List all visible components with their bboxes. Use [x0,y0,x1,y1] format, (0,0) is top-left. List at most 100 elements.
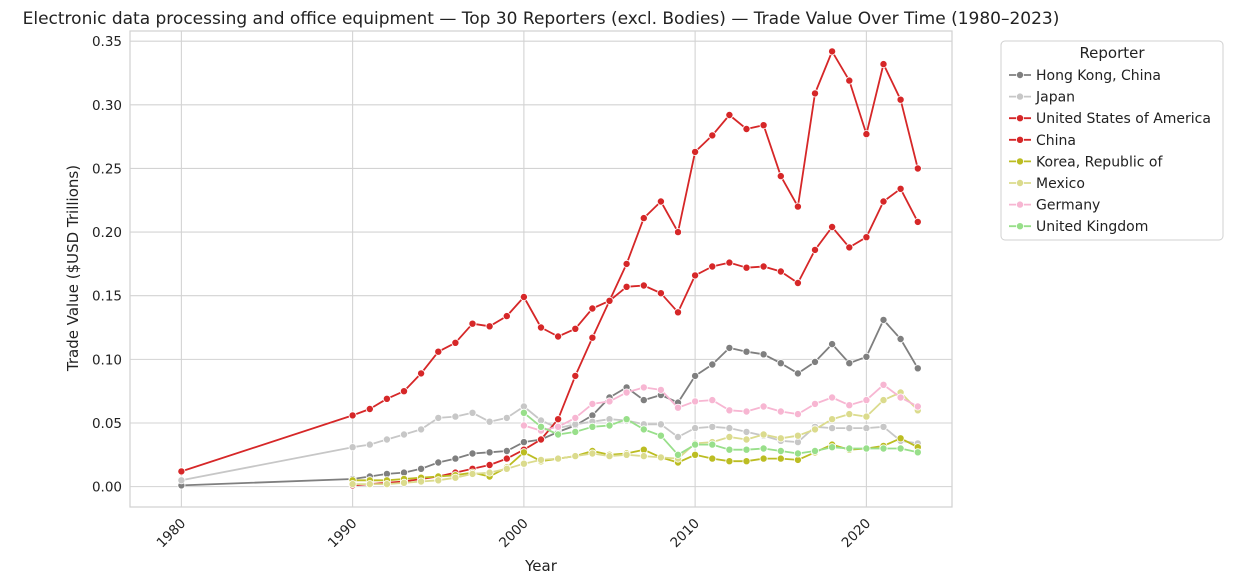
data-point [708,422,717,431]
data-point [811,245,820,254]
data-point [828,222,837,231]
data-point [879,60,888,69]
data-point [828,415,837,424]
data-point [656,431,665,440]
data-point [691,450,700,459]
data-point [828,47,837,56]
data-point [776,359,785,368]
data-point [554,454,563,463]
data-point [725,432,734,441]
data-point [571,371,580,380]
data-point [502,454,511,463]
y-tick-label: 0.30 [92,98,122,114]
data-point [742,407,751,416]
data-point [913,364,922,373]
data-point [519,438,528,447]
series-6 [519,380,922,435]
data-point [554,415,563,424]
legend-swatch-marker [1016,157,1025,166]
data-point [674,432,683,441]
data-point [879,444,888,453]
data-point [759,350,768,359]
data-point [759,454,768,463]
data-point [862,412,871,421]
data-point [537,435,546,444]
legend-swatch-marker [1016,135,1025,144]
data-point [828,340,837,349]
legend-item: United States of America [1009,111,1211,127]
legend: Reporter Hong Kong, China Japan United Sta… [1000,40,1224,241]
data-point [468,449,477,458]
data-point [656,385,665,394]
x-axis-label: Year [524,557,558,575]
data-point [879,380,888,389]
data-point [896,434,905,443]
legend-label: Germany [1036,198,1100,214]
series-7 [519,408,922,459]
data-point [674,403,683,412]
data-point [793,202,802,211]
legend-swatch-marker [1016,222,1025,231]
data-point [862,233,871,242]
data-point [588,422,597,431]
data-point [793,449,802,458]
data-point [913,448,922,457]
data-point [708,396,717,405]
y-tick-label: 0.25 [92,161,122,177]
data-point [622,259,631,268]
data-point [793,431,802,440]
legend-item: Germany [1009,198,1100,214]
legend-item: Hong Kong, China [1009,68,1161,84]
data-point [348,480,357,489]
data-point [571,324,580,333]
series-line [352,391,919,486]
chart-title: Electronic data processing and office eq… [23,9,1060,29]
data-point [451,454,460,463]
data-point [571,452,580,461]
data-point [793,410,802,419]
data-point [485,468,494,477]
data-point [725,457,734,466]
data-point [879,197,888,206]
data-point [708,360,717,369]
data-point [811,446,820,455]
legend-label: Hong Kong, China [1036,68,1161,84]
legend-item: Korea, Republic of [1009,154,1163,170]
data-point [708,262,717,271]
legend-box [1000,40,1224,241]
data-point [776,172,785,181]
data-point [742,427,751,436]
data-point [776,407,785,416]
y-tick-label: 0.20 [92,225,122,241]
legend-title: Reporter [1079,44,1145,62]
data-point [365,480,374,489]
data-point [571,427,580,436]
data-point [862,352,871,361]
data-point [691,424,700,433]
data-point [434,476,443,485]
data-point [519,421,528,430]
data-point [639,452,648,461]
data-point [759,121,768,130]
data-point [622,415,631,424]
data-point [639,425,648,434]
data-point [862,444,871,453]
y-tick-label: 0.15 [92,289,122,305]
data-point [656,289,665,298]
data-point [691,440,700,449]
data-point [365,404,374,413]
data-point [708,440,717,449]
data-point [434,458,443,467]
data-point [742,435,751,444]
data-point [845,243,854,252]
data-point [588,399,597,408]
data-point [742,347,751,356]
data-point [913,217,922,226]
data-point [417,477,426,486]
data-point [365,440,374,449]
data-point [519,408,528,417]
data-point [674,450,683,459]
data-point [674,308,683,317]
data-point [862,396,871,405]
data-point [725,445,734,454]
